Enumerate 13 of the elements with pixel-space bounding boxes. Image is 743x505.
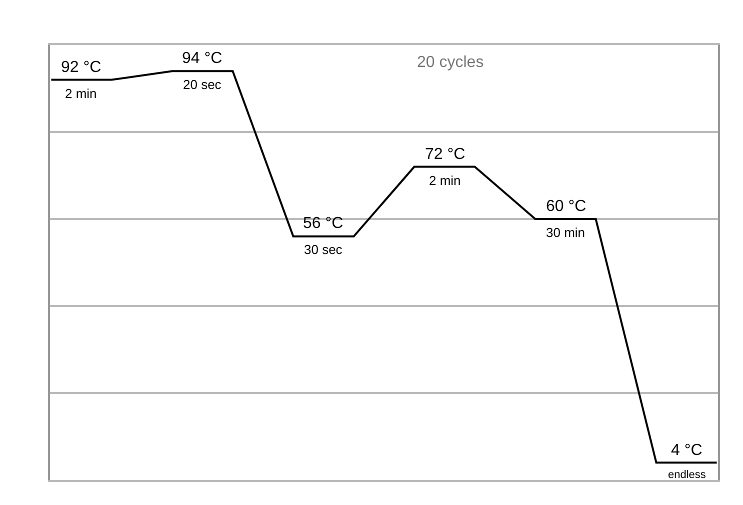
annotation: 2 min xyxy=(65,86,97,101)
data-label: 4 °C xyxy=(671,442,702,459)
data-label: 92 °C xyxy=(61,59,102,76)
annotation: 20 sec xyxy=(183,77,222,92)
annotation: 2 min xyxy=(429,173,461,188)
annotation: 20 cycles xyxy=(417,54,484,71)
annotation: 30 min xyxy=(546,225,586,240)
data-label: 60 °C xyxy=(546,198,586,215)
data-label: 94 °C xyxy=(182,50,222,67)
data-label: 72 °C xyxy=(425,146,466,163)
annotation: 30 sec xyxy=(304,242,343,257)
annotation: endless xyxy=(668,469,706,481)
data-label: 56 °C xyxy=(303,215,344,232)
